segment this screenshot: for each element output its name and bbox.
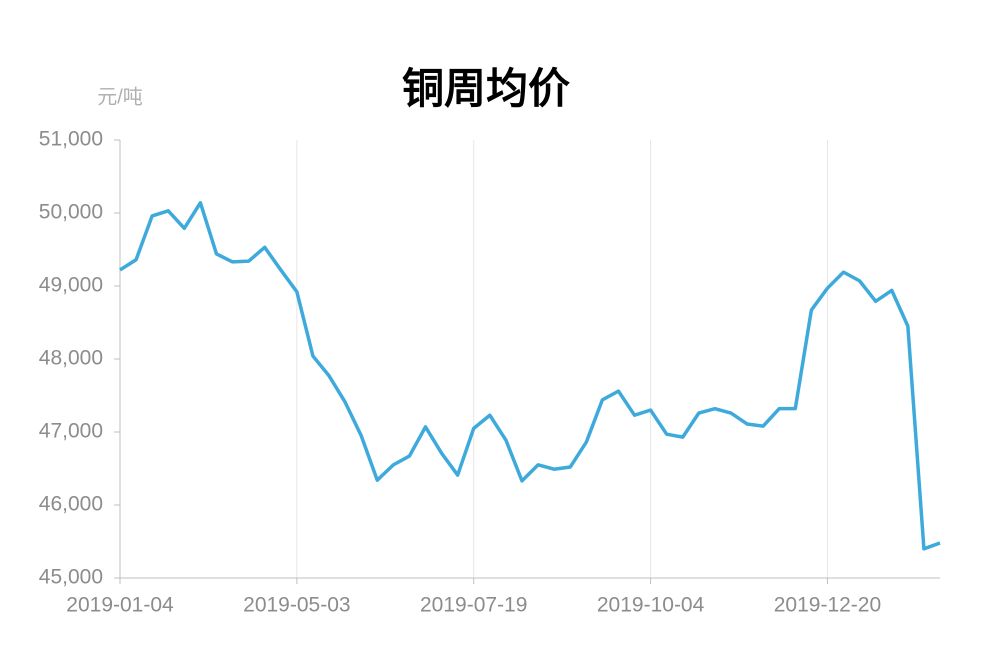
y-tick-label: 45,000 [39, 566, 103, 589]
y-tick-label: 48,000 [39, 347, 103, 370]
y-tick-label: 51,000 [39, 128, 103, 151]
y-tick-label: 46,000 [39, 493, 103, 516]
data-line [119, 201, 941, 551]
x-tick-label: 2019-10-04 [597, 594, 705, 617]
y-tick-label: 47,000 [39, 420, 103, 443]
x-tick-label: 2019-12-20 [774, 594, 881, 617]
chart-title: 铜周均价 [402, 65, 570, 112]
x-tick-label: 2019-07-19 [420, 594, 527, 617]
x-tick-label: 2019-05-03 [243, 594, 350, 617]
y-tick-label: 49,000 [39, 274, 103, 297]
y-axis-label: 元/吨 [97, 85, 143, 108]
y-tick-label: 50,000 [39, 201, 103, 224]
x-tick-label: 2019-01-04 [66, 594, 174, 617]
